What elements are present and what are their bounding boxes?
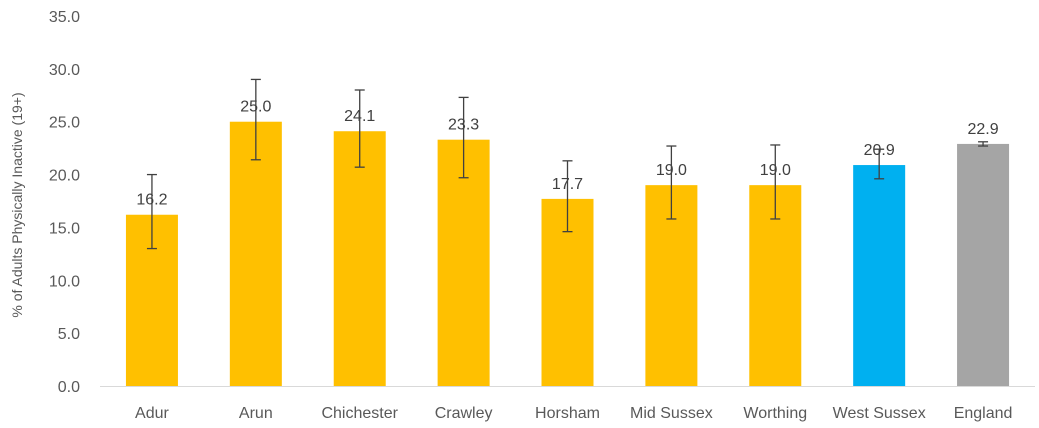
x-tick-label: Adur [135,405,169,422]
x-tick-label: Mid Sussex [630,405,713,422]
y-tick-label: 20.0 [49,168,80,185]
data-label: 22.9 [967,121,998,138]
bar [853,165,906,386]
bar [333,131,386,386]
data-label: 19.0 [656,162,687,179]
bars [125,121,1010,386]
bar [437,139,490,386]
data-labels: 16.2 25.0 24.1 23.3 17.7 19.0 19.0 20.9 22.9 [136,99,998,209]
data-label: 20.9 [864,142,895,159]
data-label: 19.0 [760,162,791,179]
x-tick-label: Arun [239,405,273,422]
error-bars [146,78,989,250]
x-tick-label: Worthing [743,405,807,422]
y-tick-label: 15.0 [49,220,80,237]
bar [957,143,1010,386]
x-tick-label: West Sussex [833,405,926,422]
x-tick-label: Chichester [321,405,398,422]
x-tick-label: England [954,405,1013,422]
data-label: 24.1 [344,108,375,125]
x-axis-labels: Adur Arun Chichester Crawley Horsham Mid Suss… [135,405,1012,422]
bar [229,121,282,386]
data-label: 16.2 [136,192,167,209]
y-tick-label: 30.0 [49,62,80,79]
x-tick-label: Horsham [535,405,600,422]
y-tick-label: 5.0 [58,326,80,343]
y-tick-label: 25.0 [49,115,80,132]
data-label: 23.3 [448,117,479,134]
y-tick-label: 35.0 [49,9,80,26]
x-tick-label: Crawley [435,405,493,422]
y-tick-label: 10.0 [49,273,80,290]
y-axis-title: % of Adults Physically Inactive (19+) [9,92,25,317]
data-label: 25.0 [240,99,271,116]
y-axis-ticks: 0.0 5.0 10.0 15.0 20.0 25.0 30.0 35.0 [49,9,80,396]
y-tick-label: 0.0 [58,379,80,396]
data-label: 17.7 [552,176,583,193]
